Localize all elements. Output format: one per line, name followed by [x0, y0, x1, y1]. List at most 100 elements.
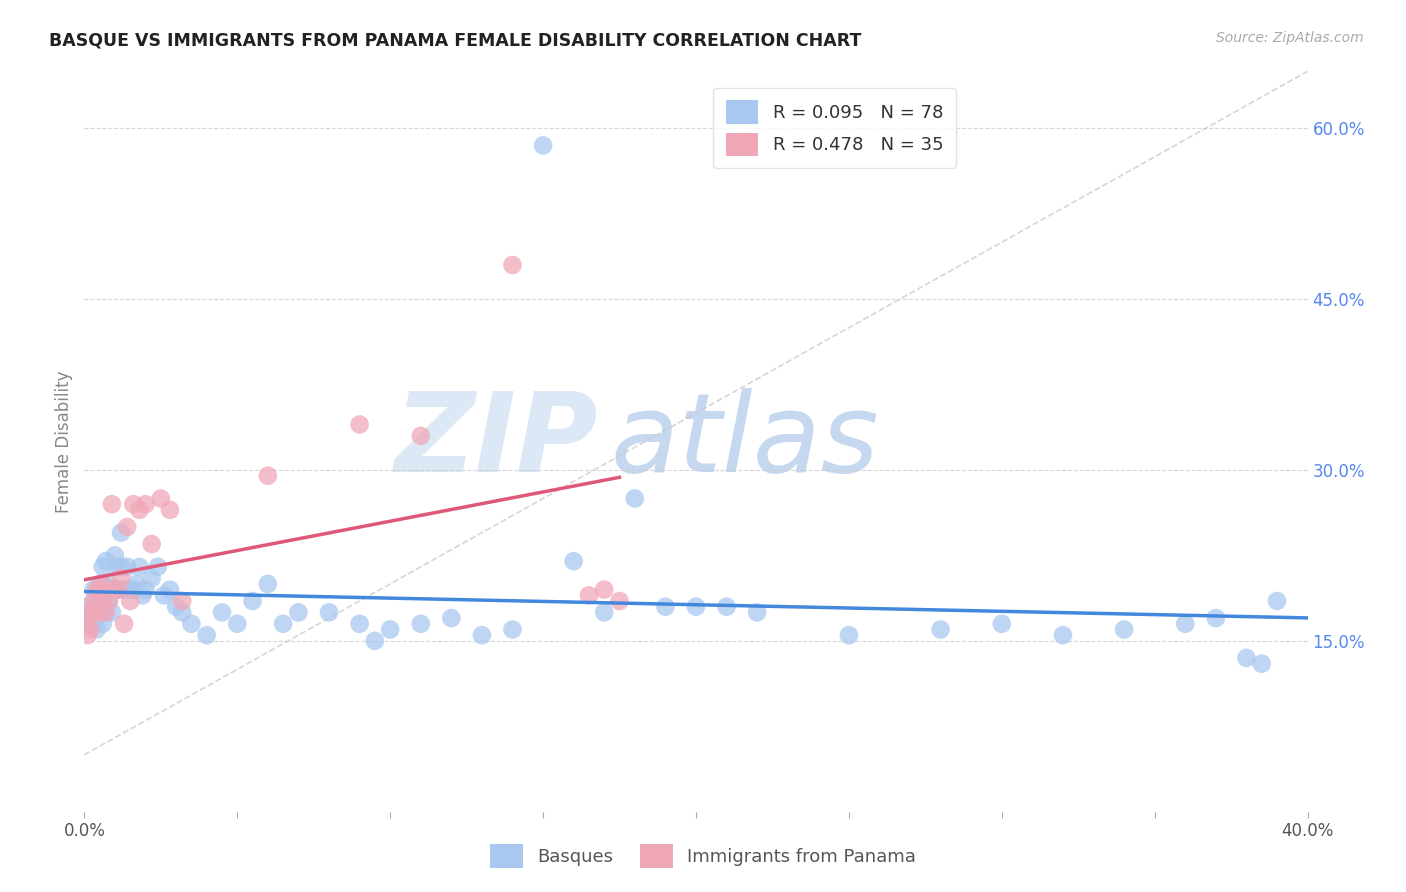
Point [440, 611, 463, 625]
Point [531, 138, 554, 153]
Point [159, 582, 181, 597]
Point [716, 599, 738, 614]
Point [112, 582, 135, 597]
Point [76, 599, 98, 614]
Point [79, 623, 101, 637]
Point [409, 616, 432, 631]
Point [141, 571, 163, 585]
Point [929, 623, 952, 637]
Point [120, 582, 142, 597]
Point [94, 582, 117, 597]
Point [747, 606, 769, 620]
Point [685, 599, 707, 614]
Point [180, 616, 202, 631]
Point [107, 582, 129, 597]
Point [271, 616, 294, 631]
Point [91, 616, 114, 631]
Point [380, 623, 402, 637]
Text: BASQUE VS IMMIGRANTS FROM PANAMA FEMALE DISABILITY CORRELATION CHART: BASQUE VS IMMIGRANTS FROM PANAMA FEMALE … [49, 31, 862, 49]
Point [195, 628, 218, 642]
Point [122, 582, 145, 597]
Point [83, 606, 105, 620]
Point [1174, 616, 1197, 631]
Point [89, 582, 111, 597]
Point [593, 582, 616, 597]
Point [86, 611, 108, 625]
Point [79, 606, 101, 620]
Point [89, 606, 111, 620]
Point [287, 606, 309, 620]
Point [110, 559, 132, 574]
Point [101, 497, 124, 511]
Point [991, 616, 1014, 631]
Point [1265, 594, 1288, 608]
Point [135, 582, 157, 597]
Point [364, 633, 387, 648]
Point [86, 599, 108, 614]
Point [107, 559, 129, 574]
Point [76, 606, 98, 620]
Point [242, 594, 264, 608]
Point [101, 606, 124, 620]
Point [257, 577, 280, 591]
Point [110, 525, 132, 540]
Point [146, 559, 169, 574]
Point [91, 577, 114, 591]
Point [1205, 611, 1227, 625]
Point [83, 594, 105, 608]
Point [172, 606, 194, 620]
Point [112, 616, 135, 631]
Point [120, 594, 142, 608]
Point [89, 577, 111, 591]
Point [104, 582, 127, 597]
Point [609, 594, 631, 608]
Point [86, 582, 108, 597]
Point [135, 497, 157, 511]
Legend: Basques, Immigrants from Panama: Basques, Immigrants from Panama [479, 834, 927, 879]
Text: ZIP: ZIP [395, 388, 598, 495]
Point [110, 571, 132, 585]
Point [1052, 628, 1074, 642]
Y-axis label: Female Disability: Female Disability [55, 370, 73, 513]
Point [94, 554, 117, 568]
Legend: R = 0.095   N = 78, R = 0.478   N = 35: R = 0.095 N = 78, R = 0.478 N = 35 [713, 87, 956, 169]
Point [562, 554, 585, 568]
Point [624, 491, 647, 506]
Point [91, 594, 114, 608]
Point [91, 559, 114, 574]
Point [115, 520, 138, 534]
Point [97, 594, 120, 608]
Point [76, 616, 98, 631]
Point [79, 611, 101, 625]
Point [409, 429, 432, 443]
Point [76, 628, 98, 642]
Point [128, 559, 150, 574]
Point [94, 606, 117, 620]
Point [149, 491, 172, 506]
Point [349, 616, 371, 631]
Point [125, 577, 148, 591]
Point [104, 549, 127, 563]
Point [502, 258, 524, 272]
Point [1250, 657, 1272, 671]
Point [211, 606, 233, 620]
Point [97, 577, 120, 591]
Point [115, 559, 138, 574]
Point [89, 594, 111, 608]
Point [226, 616, 249, 631]
Point [159, 503, 181, 517]
Text: Source: ZipAtlas.com: Source: ZipAtlas.com [1216, 31, 1364, 45]
Point [257, 468, 280, 483]
Point [104, 582, 127, 597]
Point [1236, 651, 1258, 665]
Point [83, 582, 105, 597]
Point [91, 577, 114, 591]
Point [654, 599, 676, 614]
Point [94, 606, 117, 620]
Point [83, 616, 105, 631]
Point [578, 588, 600, 602]
Point [107, 582, 129, 597]
Point [122, 497, 145, 511]
Point [91, 594, 114, 608]
Point [349, 417, 371, 432]
